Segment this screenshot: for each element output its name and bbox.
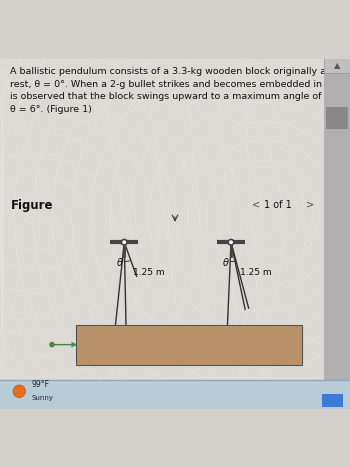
Text: 1.25 m: 1.25 m bbox=[133, 269, 164, 277]
Text: θ: θ bbox=[223, 258, 229, 268]
Circle shape bbox=[13, 385, 26, 397]
Bar bbox=[326, 107, 348, 128]
Bar bbox=[76, 325, 302, 365]
Text: >: > bbox=[306, 199, 314, 210]
Text: 99°F: 99°F bbox=[32, 381, 49, 389]
Text: ▲: ▲ bbox=[334, 61, 340, 70]
Bar bbox=[322, 394, 343, 407]
Circle shape bbox=[228, 240, 234, 245]
Text: Sunny: Sunny bbox=[32, 396, 54, 402]
Text: Figure: Figure bbox=[10, 198, 53, 212]
Bar bbox=[0, 380, 350, 409]
Text: <: < bbox=[252, 199, 260, 210]
Circle shape bbox=[49, 342, 55, 347]
Text: A ballistic pendulum consists of a 3.3-kg wooden block originally at
rest, θ = 0: A ballistic pendulum consists of a 3.3-k… bbox=[10, 67, 344, 114]
Bar bbox=[324, 58, 350, 72]
Circle shape bbox=[121, 240, 127, 245]
Text: 1.25 m: 1.25 m bbox=[240, 269, 271, 277]
Text: 1 of 1: 1 of 1 bbox=[264, 199, 292, 210]
Bar bbox=[324, 58, 350, 380]
Text: θ: θ bbox=[117, 258, 122, 268]
